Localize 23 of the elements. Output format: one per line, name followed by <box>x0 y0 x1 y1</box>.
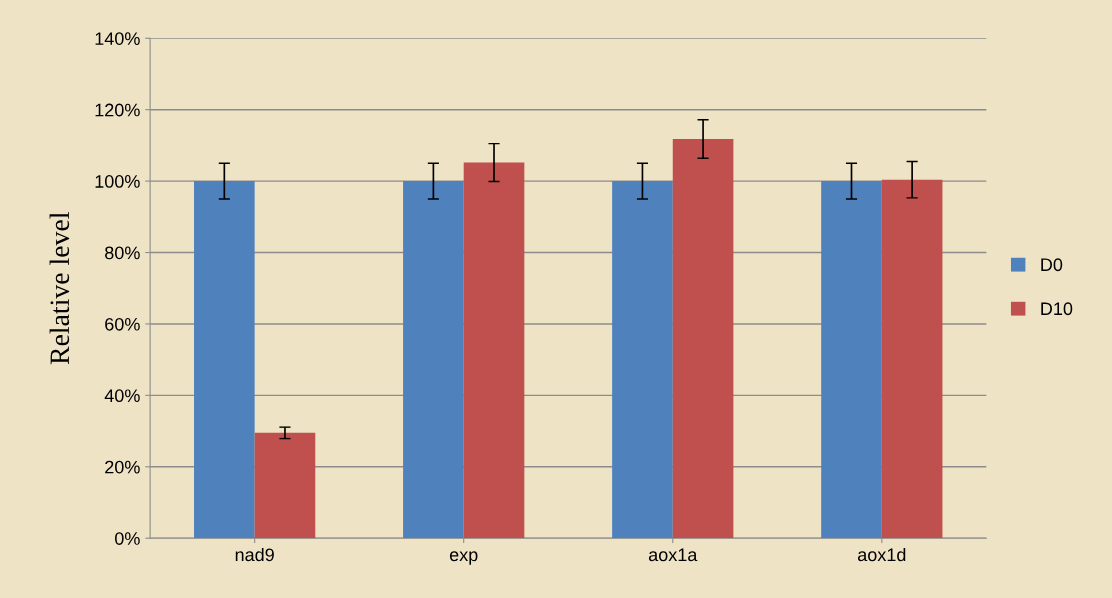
bar <box>254 432 316 539</box>
bar <box>463 162 525 539</box>
y-tick-label: 140% <box>95 32 140 45</box>
y-tick-label: 40% <box>104 389 140 403</box>
y-tick-label: 100% <box>95 175 140 188</box>
y-axis-title: Relative level <box>49 212 70 365</box>
bar <box>194 181 255 539</box>
y-tick-label: 60% <box>105 317 140 331</box>
bar <box>881 179 943 539</box>
y-tick-label: 20% <box>105 460 140 474</box>
x-tick-label: nad9 <box>235 547 274 562</box>
bar <box>612 181 673 539</box>
x-tick-label: aox1d <box>857 547 906 562</box>
legend-label: D0 <box>1041 258 1063 272</box>
legend-label: D10 <box>1041 302 1073 316</box>
bar <box>821 181 882 539</box>
bar <box>672 138 734 539</box>
y-tick-label: 120% <box>95 103 140 117</box>
x-tick-label: exp <box>449 551 478 565</box>
bar <box>403 181 464 539</box>
x-tick-label: aox1a <box>648 548 698 562</box>
y-tick-label: 0% <box>115 532 140 545</box>
y-tick-label: 80% <box>105 246 140 260</box>
